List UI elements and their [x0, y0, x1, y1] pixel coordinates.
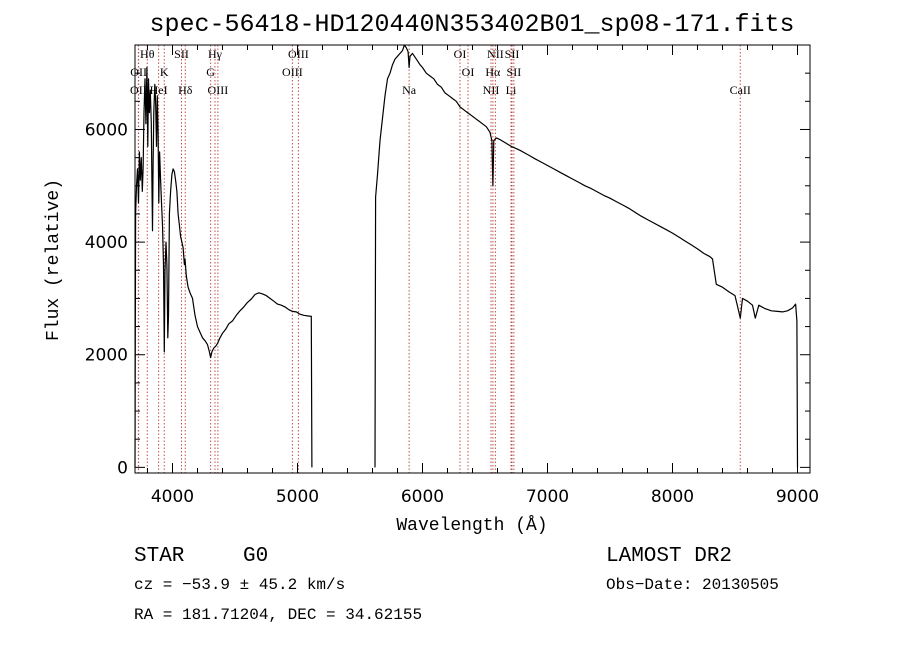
line-label-5: SII: [174, 47, 189, 61]
survey-name: LAMOST DR2: [606, 545, 732, 568]
line-label-2: Hθ: [140, 47, 155, 61]
line-label-6: Hδ: [178, 83, 193, 97]
x-tick-label-3: 7000: [526, 487, 569, 507]
chart-title: spec-56418-HD120440N353402B01_sp08-171.f…: [149, 10, 794, 39]
line-label-20: SII: [507, 65, 522, 79]
line-label-21: CaII: [730, 83, 751, 97]
x-tick-label-0: 4000: [151, 487, 194, 507]
line-label-8: G: [206, 65, 215, 79]
line-label-7: Hγ: [208, 47, 223, 61]
x-tick-label-1: 5000: [276, 487, 319, 507]
y-axis-label: Flux (relative): [44, 179, 64, 341]
line-label-18: Li: [506, 83, 517, 97]
line-label-19: SII: [505, 47, 520, 61]
line-label-3: HeI: [150, 83, 168, 97]
line-label-12: Na: [402, 83, 417, 97]
line-label-14: OI: [462, 65, 475, 79]
y-tick-label-2: 4000: [85, 233, 128, 253]
line-label-13: OI: [454, 47, 467, 61]
y-tick-label-3: 6000: [85, 120, 128, 140]
y-tick-label-0: 0: [117, 458, 128, 478]
x-tick-label-5: 9000: [776, 487, 819, 507]
line-label-10: OIII: [282, 65, 303, 79]
spectrum-line: [134, 44, 799, 468]
line-label-15: NII: [483, 83, 500, 97]
x-axis-label: Wavelength (Å): [396, 515, 547, 536]
line-label-1: OII: [130, 65, 147, 79]
spectral-line-markers: [137, 45, 741, 473]
line-label-9: OIII: [208, 83, 229, 97]
line-label-0: OII: [130, 83, 147, 97]
object-type: STAR: [134, 545, 185, 568]
x-axis-ticks: 4000 5000 6000 7000 8000 9000: [147, 45, 819, 507]
line-label-11: OIII: [288, 47, 309, 61]
cz-readout: cz = −53.9 ± 45.2 km/s: [134, 576, 345, 594]
coordinates: RA = 181.71204, DEC = 34.62155: [134, 606, 422, 624]
line-label-4: K: [160, 65, 169, 79]
object-subclass: G0: [243, 545, 268, 568]
line-label-17: Hα: [485, 65, 501, 79]
obs-date: Obs−Date: 20130505: [606, 576, 779, 594]
plot-frame: [134, 44, 811, 474]
spectral-line-labels: OII OII Hθ HeI K SII Hδ Hγ G OIII OIII OIII Na OI OI NI…: [130, 47, 751, 97]
y-tick-label-1: 2000: [85, 346, 128, 366]
y-axis-ticks: 0 2000 4000 6000: [85, 72, 810, 478]
line-label-16: NII: [487, 47, 504, 61]
x-tick-label-2: 6000: [401, 487, 444, 507]
x-tick-label-4: 8000: [651, 487, 694, 507]
